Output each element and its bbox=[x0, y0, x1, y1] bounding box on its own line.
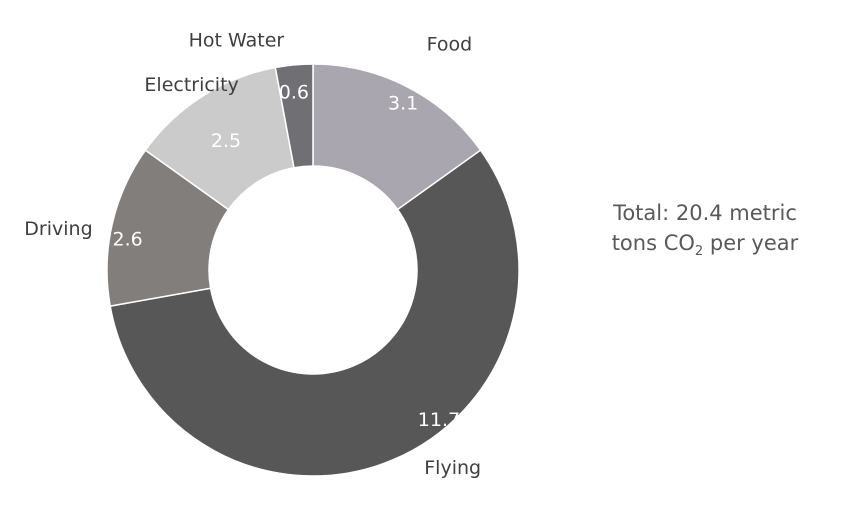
total-line-1: Total: 20.4 metric bbox=[613, 201, 797, 225]
category-label-food: Food bbox=[427, 33, 473, 55]
total-line-2: tons CO2 per year bbox=[560, 228, 846, 258]
category-label-hot-water: Hot Water bbox=[189, 29, 285, 51]
total-line-2-sub: 2 bbox=[694, 244, 704, 260]
slice-flying bbox=[109, 149, 520, 477]
value-label-electricity: 2.5 bbox=[211, 130, 241, 152]
category-label-electricity: Electricity bbox=[144, 74, 238, 96]
total-line-2-pre: tons CO bbox=[611, 231, 695, 255]
value-label-hot-water: 0.6 bbox=[279, 81, 309, 103]
slice-food bbox=[312, 63, 482, 211]
donut-labels: 3.1 Food 11.7 Flying 2.6 Driving 2.5 Electricit… bbox=[24, 29, 481, 478]
total-line-2-post: per year bbox=[703, 231, 799, 255]
value-label-flying: 11.7 bbox=[418, 409, 460, 431]
donut-slices bbox=[106, 63, 520, 477]
slice-hot-water bbox=[274, 63, 314, 169]
value-label-driving: 2.6 bbox=[113, 229, 143, 251]
value-label-food: 3.1 bbox=[388, 92, 418, 114]
category-label-flying: Flying bbox=[424, 457, 481, 479]
category-label-driving: Driving bbox=[24, 218, 92, 240]
total-annotation: Total: 20.4 metric tons CO2 per year bbox=[560, 198, 846, 258]
